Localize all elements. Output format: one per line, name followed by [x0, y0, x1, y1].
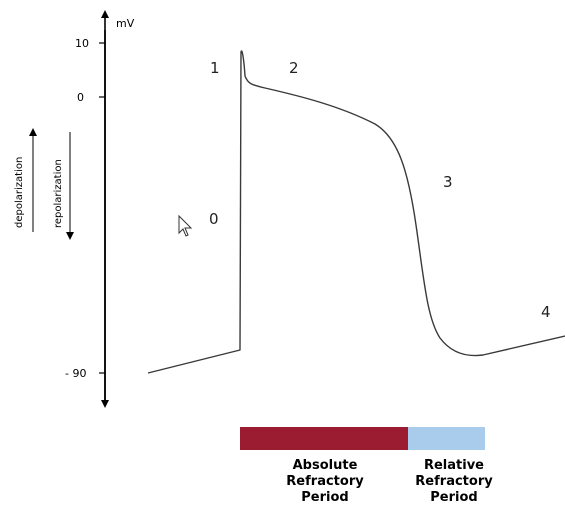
relative-refractory-line-2: Refractory [415, 474, 493, 489]
tick-label-0: 0 [77, 91, 84, 104]
absolute-refractory-line-2: Refractory [286, 474, 364, 489]
phase-label-0: 0 [209, 210, 219, 228]
repolarization-indicator: repolarization [53, 132, 74, 240]
depolarization-label: depolarization [14, 157, 25, 228]
action-potential-trace [147, 50, 565, 374]
phase-label-2: 2 [289, 59, 299, 77]
phase-label-3: 3 [443, 173, 453, 191]
unit-label: mV [116, 17, 135, 30]
relative-refractory-line-3: Period [430, 490, 478, 505]
cursor-icon [178, 214, 193, 237]
repolarization-label: repolarization [53, 159, 64, 228]
absolute-refractory-line-3: Period [301, 490, 349, 505]
relative-refractory-line-1: Relative [423, 458, 485, 473]
depolarization-indicator: depolarization [14, 128, 37, 232]
tick-label-10: 10 [75, 37, 89, 50]
relative-refractory-bar [408, 427, 485, 450]
absolute-refractory-label: Absolute Refractory Period [262, 458, 388, 506]
absolute-refractory-bar [240, 427, 408, 450]
absolute-refractory-line-1: Absolute [292, 458, 358, 473]
phase-label-4: 4 [541, 303, 551, 321]
tick-label-minus-90: - 90 [65, 367, 86, 380]
phase-label-1: 1 [210, 59, 220, 77]
relative-refractory-label: Relative Refractory Period [398, 458, 510, 506]
